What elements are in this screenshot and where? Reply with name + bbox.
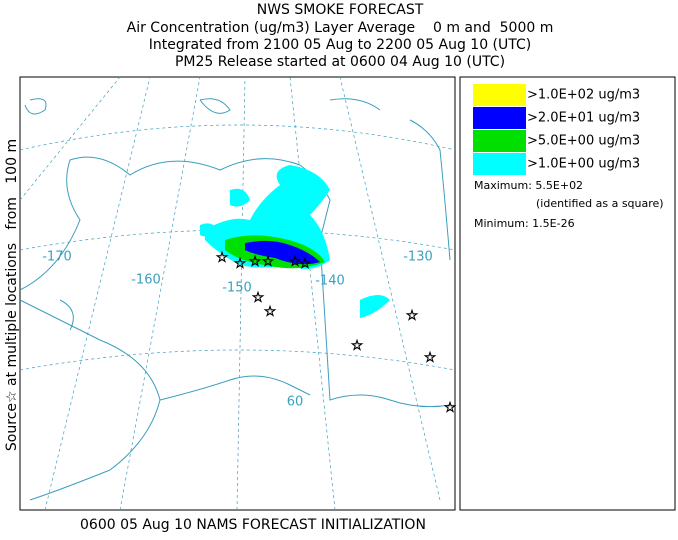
- svg-text:☆: ☆: [252, 290, 265, 306]
- maximum: Maximum: 5.5E+02: [474, 179, 583, 192]
- svg-text:☆: ☆: [234, 256, 247, 272]
- sources: ☆ ☆ ☆ ☆ ☆☆ ☆☆ ☆ ☆☆☆: [215, 250, 457, 417]
- map-label: -140: [315, 274, 345, 289]
- subtitle: Integrated from 2100 05 Aug to 2200 05 A…: [149, 37, 532, 53]
- graticule: [19, 76, 456, 511]
- svg-text:☆: ☆: [424, 350, 437, 366]
- legend-swatch: [473, 107, 526, 129]
- svg-text:☆: ☆: [249, 254, 262, 270]
- svg-text:☆: ☆: [264, 304, 277, 320]
- svg-text:☆: ☆: [262, 254, 275, 270]
- minimum: Minimum: 1.5E-26: [474, 217, 575, 230]
- legend-swatch: [473, 153, 526, 175]
- map-label: 60: [287, 395, 304, 410]
- map-label: -170: [42, 250, 72, 265]
- smoke-plume: [200, 165, 390, 318]
- legend-label: >1.0E+00 ug/m3: [527, 157, 640, 172]
- legend: Maximum: 5.5E+02 (identified as a square…: [459, 76, 676, 511]
- legend-label: >5.0E+00 ug/m3: [527, 134, 640, 149]
- svg-text:☆: ☆: [216, 250, 229, 266]
- svg-text:☆: ☆: [406, 308, 419, 324]
- svg-text:☆: ☆: [289, 254, 302, 270]
- legend-swatch: [473, 130, 526, 152]
- map-label: -150: [222, 281, 252, 296]
- map-label: -130: [403, 250, 433, 265]
- subtitle: PM25 Release started at 0600 04 Aug 10 (…: [175, 54, 505, 70]
- maximum-note: (identified as a square): [536, 197, 664, 210]
- map-label: -160: [131, 273, 161, 288]
- svg-text:☆: ☆: [444, 400, 457, 416]
- side-label: Source☆ at multiple locations from 100 m: [4, 139, 20, 451]
- legend-swatch: [473, 84, 526, 106]
- legend-label: >1.0E+02 ug/m3: [527, 88, 640, 103]
- footer: 0600 05 Aug 10 NAMS FORECAST INITIALIZAT…: [80, 517, 426, 533]
- title: NWS SMOKE FORECAST: [257, 2, 424, 18]
- coastline: [19, 98, 451, 501]
- map-frame: [19, 76, 456, 511]
- svg-text:☆: ☆: [351, 338, 364, 354]
- legend-label: >2.0E+01 ug/m3: [527, 111, 640, 126]
- subtitle: Air Concentration (ug/m3) Layer Average …: [127, 20, 554, 36]
- svg-text:☆: ☆: [299, 256, 312, 272]
